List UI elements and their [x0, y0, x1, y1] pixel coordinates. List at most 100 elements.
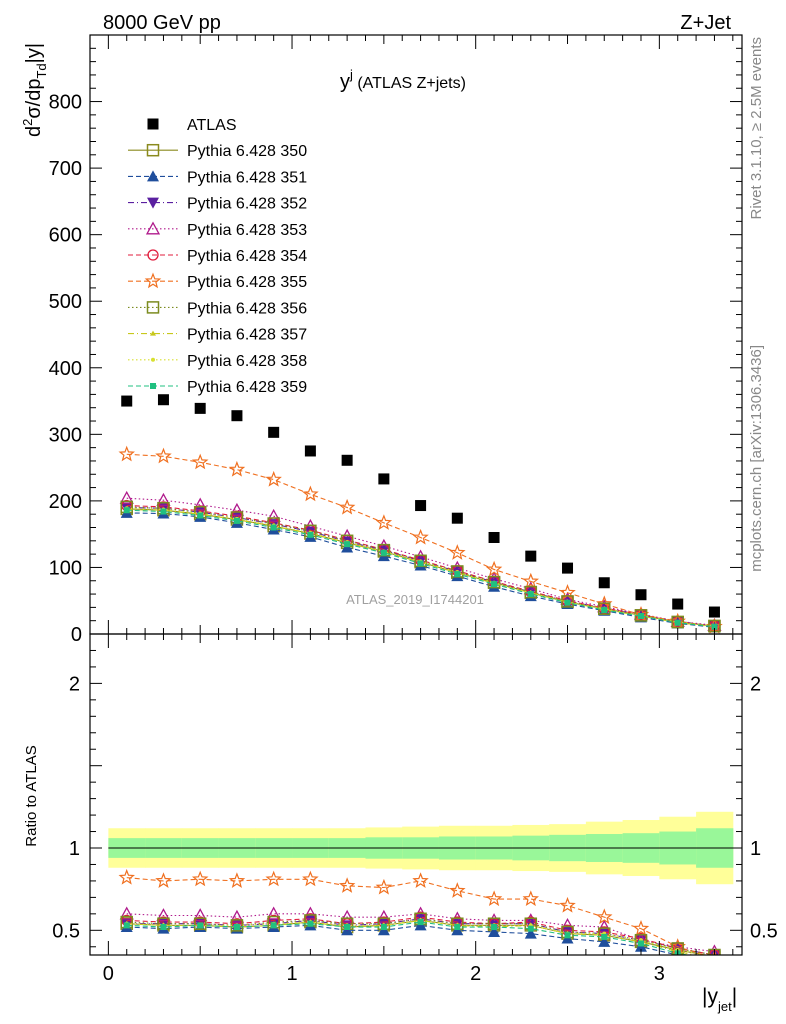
marker-shape [146, 143, 160, 157]
x-tick-label: 3 [654, 963, 665, 985]
ratio-point [193, 908, 208, 922]
x-axis-label: |yjet| [702, 985, 737, 1014]
y-axis-label-main: d2σ/dpTd|y| [20, 43, 49, 137]
data-point [454, 571, 461, 578]
chart-title: yj (ATLAS Z+jets) [340, 67, 466, 93]
data-point [522, 572, 540, 589]
data-point [417, 560, 424, 567]
marker-shape [265, 870, 282, 887]
ratio-point [229, 909, 245, 923]
data-point [194, 402, 206, 414]
x-tick-label: 2 [470, 963, 481, 985]
ratio-point [193, 917, 207, 930]
marker-shape [524, 927, 537, 939]
marker-shape [485, 560, 503, 577]
marker-shape [303, 906, 318, 920]
ratio-point [708, 956, 720, 967]
marker-shape [155, 872, 172, 888]
data-point [375, 514, 393, 530]
marker-shape [151, 357, 155, 362]
data-point [488, 531, 500, 543]
marker-shape [160, 508, 167, 515]
ratio-point [412, 872, 429, 888]
marker-shape [674, 619, 681, 626]
legend-label: Pythia 6.428 356 [187, 300, 307, 317]
marker-shape [708, 956, 720, 967]
y-tick-label: 500 [49, 291, 82, 313]
ratio-point [417, 919, 424, 926]
marker-shape [156, 908, 171, 922]
marker-shape [123, 922, 130, 929]
data-point [157, 394, 169, 406]
marker-shape [123, 507, 130, 514]
series-line-4 [126, 497, 715, 626]
marker-shape [197, 512, 204, 519]
mcplots-label: mcplots.cern.ch [arXiv:1306.3436] [748, 345, 765, 572]
marker-shape [491, 581, 498, 588]
ratio-y-tick-label-right: 2 [750, 673, 761, 695]
legend-marker [146, 301, 160, 314]
marker-shape [412, 528, 429, 545]
marker-shape [118, 445, 136, 462]
marker-shape [449, 544, 466, 560]
marker-shape [525, 550, 537, 562]
marker-shape [307, 920, 314, 927]
marker-shape [522, 572, 540, 589]
ratio-point [155, 872, 172, 888]
data-point [233, 517, 240, 524]
marker-shape [672, 598, 684, 610]
marker-shape [233, 924, 240, 931]
legend-label: ATLAS [187, 117, 237, 134]
ratio-point [265, 870, 282, 887]
marker-shape [635, 589, 647, 601]
marker-shape [229, 909, 245, 923]
marker-shape [197, 922, 204, 929]
ratio-point [524, 927, 537, 939]
ratio-point [485, 890, 503, 907]
ratio-point [302, 870, 319, 887]
marker-shape [304, 445, 316, 457]
marker-shape [338, 877, 356, 893]
data-point [123, 507, 130, 514]
ratio-point [160, 924, 167, 931]
marker-shape [378, 473, 390, 485]
marker-shape [145, 221, 161, 235]
ratio-point [156, 908, 171, 922]
marker-shape [118, 868, 135, 885]
ratio-point [632, 920, 650, 936]
marker-shape [193, 497, 208, 511]
marker-shape [562, 562, 574, 574]
marker-shape [485, 890, 503, 907]
marker-shape [233, 517, 240, 524]
y-tick-label: 100 [49, 557, 82, 579]
legend-label: Pythia 6.428 355 [187, 274, 307, 291]
ratio-line-6 [126, 877, 706, 955]
ratio-point [375, 878, 393, 895]
marker-shape [147, 118, 159, 130]
marker-shape [711, 955, 717, 960]
ratio-point [191, 870, 209, 887]
ratio-line-2 [126, 924, 681, 955]
rivet-label: Rivet 3.1.10, ≥ 2.5M events [748, 37, 765, 220]
ratio-y-tick-label: 2 [69, 673, 80, 695]
data-point [231, 410, 243, 422]
marker-shape [194, 402, 206, 414]
marker-shape [559, 896, 576, 913]
marker-shape [412, 872, 429, 888]
ratio-point [340, 909, 355, 923]
marker-shape [302, 870, 319, 887]
marker-shape [229, 502, 245, 516]
ratio-point [338, 877, 356, 893]
marker-shape [488, 925, 501, 937]
ratio-point [601, 933, 608, 940]
marker-shape [671, 615, 684, 629]
marker-shape [266, 508, 281, 522]
data-point [155, 447, 172, 464]
marker-shape [147, 170, 159, 182]
marker-shape [344, 541, 351, 548]
marker-shape [341, 454, 353, 466]
ratio-frame [89, 633, 743, 956]
marker-shape [119, 490, 134, 504]
data-point [197, 512, 204, 519]
marker-shape [266, 906, 281, 920]
